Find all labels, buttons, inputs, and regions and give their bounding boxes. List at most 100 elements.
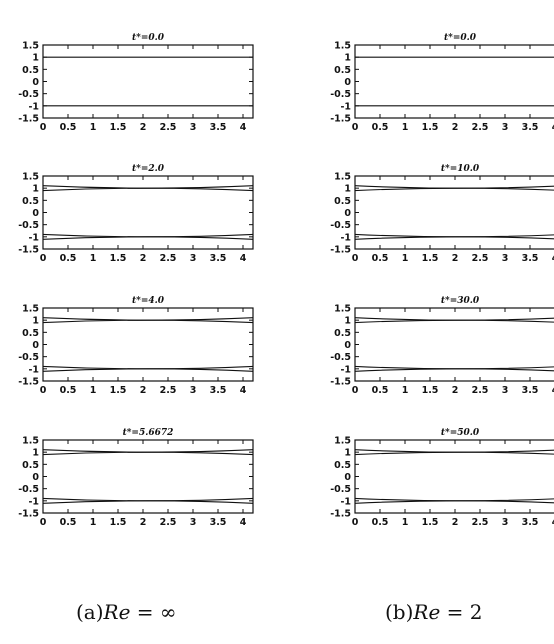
x-tick-label: 2.5 (472, 517, 489, 528)
caption-b-eq: = 2 (440, 600, 483, 624)
y-tick-label: 1 (344, 184, 351, 195)
x-tick-label: 3 (190, 385, 197, 396)
x-tick-label: 1 (90, 385, 97, 396)
panel-title: t*=0.0 (132, 33, 165, 43)
y-tick-label: -1 (340, 101, 351, 112)
y-tick-label: -1.5 (18, 245, 39, 256)
panel-title: t*=4.0 (132, 296, 165, 306)
x-tick-label: 1.5 (422, 385, 439, 396)
x-tick-label: 1.5 (422, 253, 439, 264)
series-line (354, 319, 554, 324)
panel-title: t*=5.6672 (123, 428, 174, 438)
y-tick-label: 1.5 (22, 172, 39, 183)
y-tick-label: -0.5 (330, 352, 351, 363)
y-tick-label: -1.5 (18, 509, 39, 520)
x-tick-label: 0 (40, 517, 47, 528)
x-tick-label: 4 (552, 385, 554, 396)
x-tick-label: 3 (190, 253, 197, 264)
series-line (42, 236, 254, 240)
y-tick-label: 0 (344, 472, 351, 483)
x-tick-label: 2.5 (160, 517, 177, 528)
y-tick-label: 1 (344, 316, 351, 327)
x-tick-label: 0.5 (60, 517, 77, 528)
y-tick-label: -0.5 (18, 89, 39, 100)
y-tick-label: 0 (344, 77, 351, 88)
x-tick-label: 4 (240, 385, 247, 396)
panel-b-4: t*=50.000.511.522.533.541.510.50-0.5-1-1… (330, 428, 554, 528)
x-tick-label: 0 (40, 122, 47, 133)
series-line (354, 187, 554, 192)
panel-a-1: t*=0.00 0.5 1 1.5 2 2.5 3 3.5 41.510.50-0.5-1-1.… (18, 33, 254, 133)
x-tick-label: 2 (140, 122, 147, 133)
x-tick-label: 3.5 (522, 517, 539, 528)
series-line (354, 368, 554, 372)
series-line (354, 451, 554, 456)
x-tick-label: 1 (90, 517, 97, 528)
x-tick-label: 4 (240, 253, 247, 264)
panel-title: t*=2.0 (132, 164, 165, 174)
x-tick-label: 1 (402, 517, 409, 528)
panel-a-3: t*=4.00 0.5 1 1.5 2 2.5 3 3.5 41.510.50-0.5-1-1.… (18, 296, 254, 396)
y-tick-label: 1.5 (22, 304, 39, 315)
y-tick-label: -0.5 (330, 89, 351, 100)
panel-a-2: t*=2.00 0.5 1 1.5 2 2.5 3 3.5 41.510.50-0.5-1-1.… (18, 164, 254, 264)
x-tick-label: 3.5 (522, 253, 539, 264)
series-line (42, 187, 254, 192)
x-tick-label: 0.5 (372, 385, 389, 396)
series-line (42, 368, 254, 372)
x-tick-label: 1 (402, 385, 409, 396)
x-tick-label: 3.5 (522, 122, 539, 133)
y-tick-label: -1 (340, 232, 351, 243)
y-tick-label: 0 (32, 77, 39, 88)
panel-b-3: t*=30.000.511.522.533.541.510.50-0.5-1-1… (330, 296, 554, 396)
caption-b: (b)Re = 2 (385, 600, 483, 624)
x-tick-label: 4 (552, 253, 554, 264)
x-tick-label: 2 (140, 385, 147, 396)
panel-title: t*=10.0 (441, 164, 480, 174)
x-tick-label: 1.5 (422, 122, 439, 133)
x-tick-label: 3.5 (210, 385, 227, 396)
caption-a-label: (a) (76, 600, 104, 624)
series-line (354, 500, 554, 504)
x-tick-label: 0.5 (60, 253, 77, 264)
plot-frame (354, 44, 554, 119)
series-line (42, 451, 254, 456)
y-tick-label: 0.5 (334, 328, 351, 339)
x-tick-label: 0.5 (372, 122, 389, 133)
y-tick-label: 1 (32, 316, 39, 327)
y-tick-label: 1 (344, 448, 351, 459)
y-tick-label: -1 (28, 101, 39, 112)
y-tick-label: -1.5 (18, 377, 39, 388)
y-tick-label: 0.5 (22, 328, 39, 339)
x-tick-label: 4 (240, 517, 247, 528)
caption-b-label: (b) (385, 600, 414, 624)
y-tick-label: 0 (344, 340, 351, 351)
plot-frame (42, 44, 254, 119)
y-tick-label: -0.5 (330, 484, 351, 495)
y-tick-label: -1 (28, 496, 39, 507)
y-tick-label: 0 (32, 208, 39, 219)
x-tick-label: 1 (402, 122, 409, 133)
y-tick-label: 1.5 (334, 436, 351, 447)
x-tick-label: 0 (352, 253, 359, 264)
x-tick-label: 2 (452, 517, 459, 528)
y-tick-label: 1 (32, 448, 39, 459)
y-tick-label: 1 (32, 184, 39, 195)
series-line (354, 236, 554, 240)
x-tick-label: 3 (502, 253, 509, 264)
x-tick-label: 0.5 (60, 385, 77, 396)
y-tick-label: -0.5 (330, 220, 351, 231)
y-tick-label: 1.5 (334, 304, 351, 315)
y-tick-label: -1.5 (330, 377, 351, 388)
panel-b-2: t*=10.000.511.522.533.541.510.50-0.5-1-1… (330, 164, 554, 264)
y-tick-label: 1.5 (334, 41, 351, 52)
x-tick-label: 3 (190, 517, 197, 528)
x-tick-label: 1.5 (422, 517, 439, 528)
y-tick-label: 1 (32, 53, 39, 64)
y-tick-label: -1.5 (330, 245, 351, 256)
x-tick-label: 4 (552, 122, 554, 133)
y-tick-label: 0.5 (334, 65, 351, 76)
panel-b-1: t*=0.000.511.522.533.541.510.50-0.5-1-1.… (330, 33, 554, 133)
y-tick-label: -0.5 (18, 352, 39, 363)
